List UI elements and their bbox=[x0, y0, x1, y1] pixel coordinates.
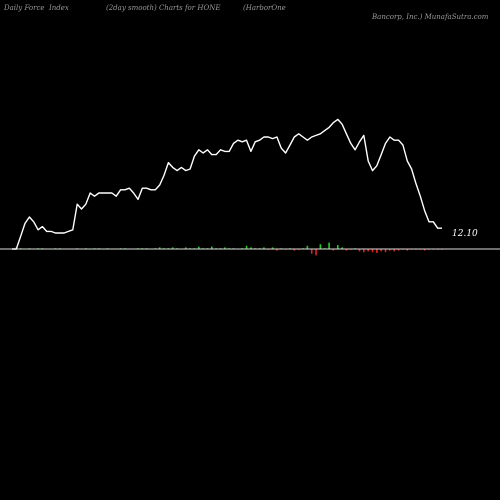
force-bar bbox=[384, 249, 387, 253]
force-bar bbox=[367, 249, 369, 252]
force-bar bbox=[380, 249, 382, 252]
force-bar bbox=[315, 249, 317, 256]
force-bar bbox=[328, 242, 330, 249]
force-bar bbox=[371, 249, 374, 253]
force-bar bbox=[306, 245, 309, 249]
force-bar bbox=[341, 247, 343, 249]
force-bar bbox=[358, 249, 361, 252]
force-bar bbox=[406, 249, 409, 251]
force-bar bbox=[336, 245, 339, 249]
force-bar bbox=[210, 246, 213, 249]
force-bar bbox=[376, 249, 378, 253]
force-bar bbox=[389, 249, 391, 251]
force-bar bbox=[158, 247, 161, 249]
force-bar bbox=[224, 247, 226, 249]
force-bar bbox=[393, 249, 396, 252]
force-bar bbox=[397, 249, 400, 251]
last-value-label: 12.10 bbox=[452, 229, 478, 239]
force-bar bbox=[184, 247, 187, 249]
force-bar bbox=[276, 249, 278, 251]
force-bar bbox=[423, 249, 426, 251]
force-bar bbox=[363, 249, 365, 253]
header-left: Daily Force Index bbox=[4, 4, 69, 12]
force-bar bbox=[271, 247, 274, 249]
header-right-top: (HarborOne bbox=[243, 4, 286, 12]
force-index-line bbox=[12, 118, 442, 250]
header-center: (2day smooth) Charts for HONE bbox=[106, 4, 221, 12]
force-bar bbox=[293, 249, 296, 251]
force-bar bbox=[310, 249, 313, 254]
force-bar bbox=[345, 249, 348, 251]
force-bar bbox=[263, 247, 265, 249]
force-bar bbox=[250, 247, 252, 249]
force-bar bbox=[171, 247, 174, 249]
force-bar bbox=[245, 245, 248, 249]
force-bar bbox=[319, 244, 322, 249]
force-bar bbox=[197, 246, 200, 249]
header-right-bottom: Bancorp, Inc.) MunafaSutra.com bbox=[372, 13, 489, 21]
force-bar bbox=[332, 249, 335, 251]
